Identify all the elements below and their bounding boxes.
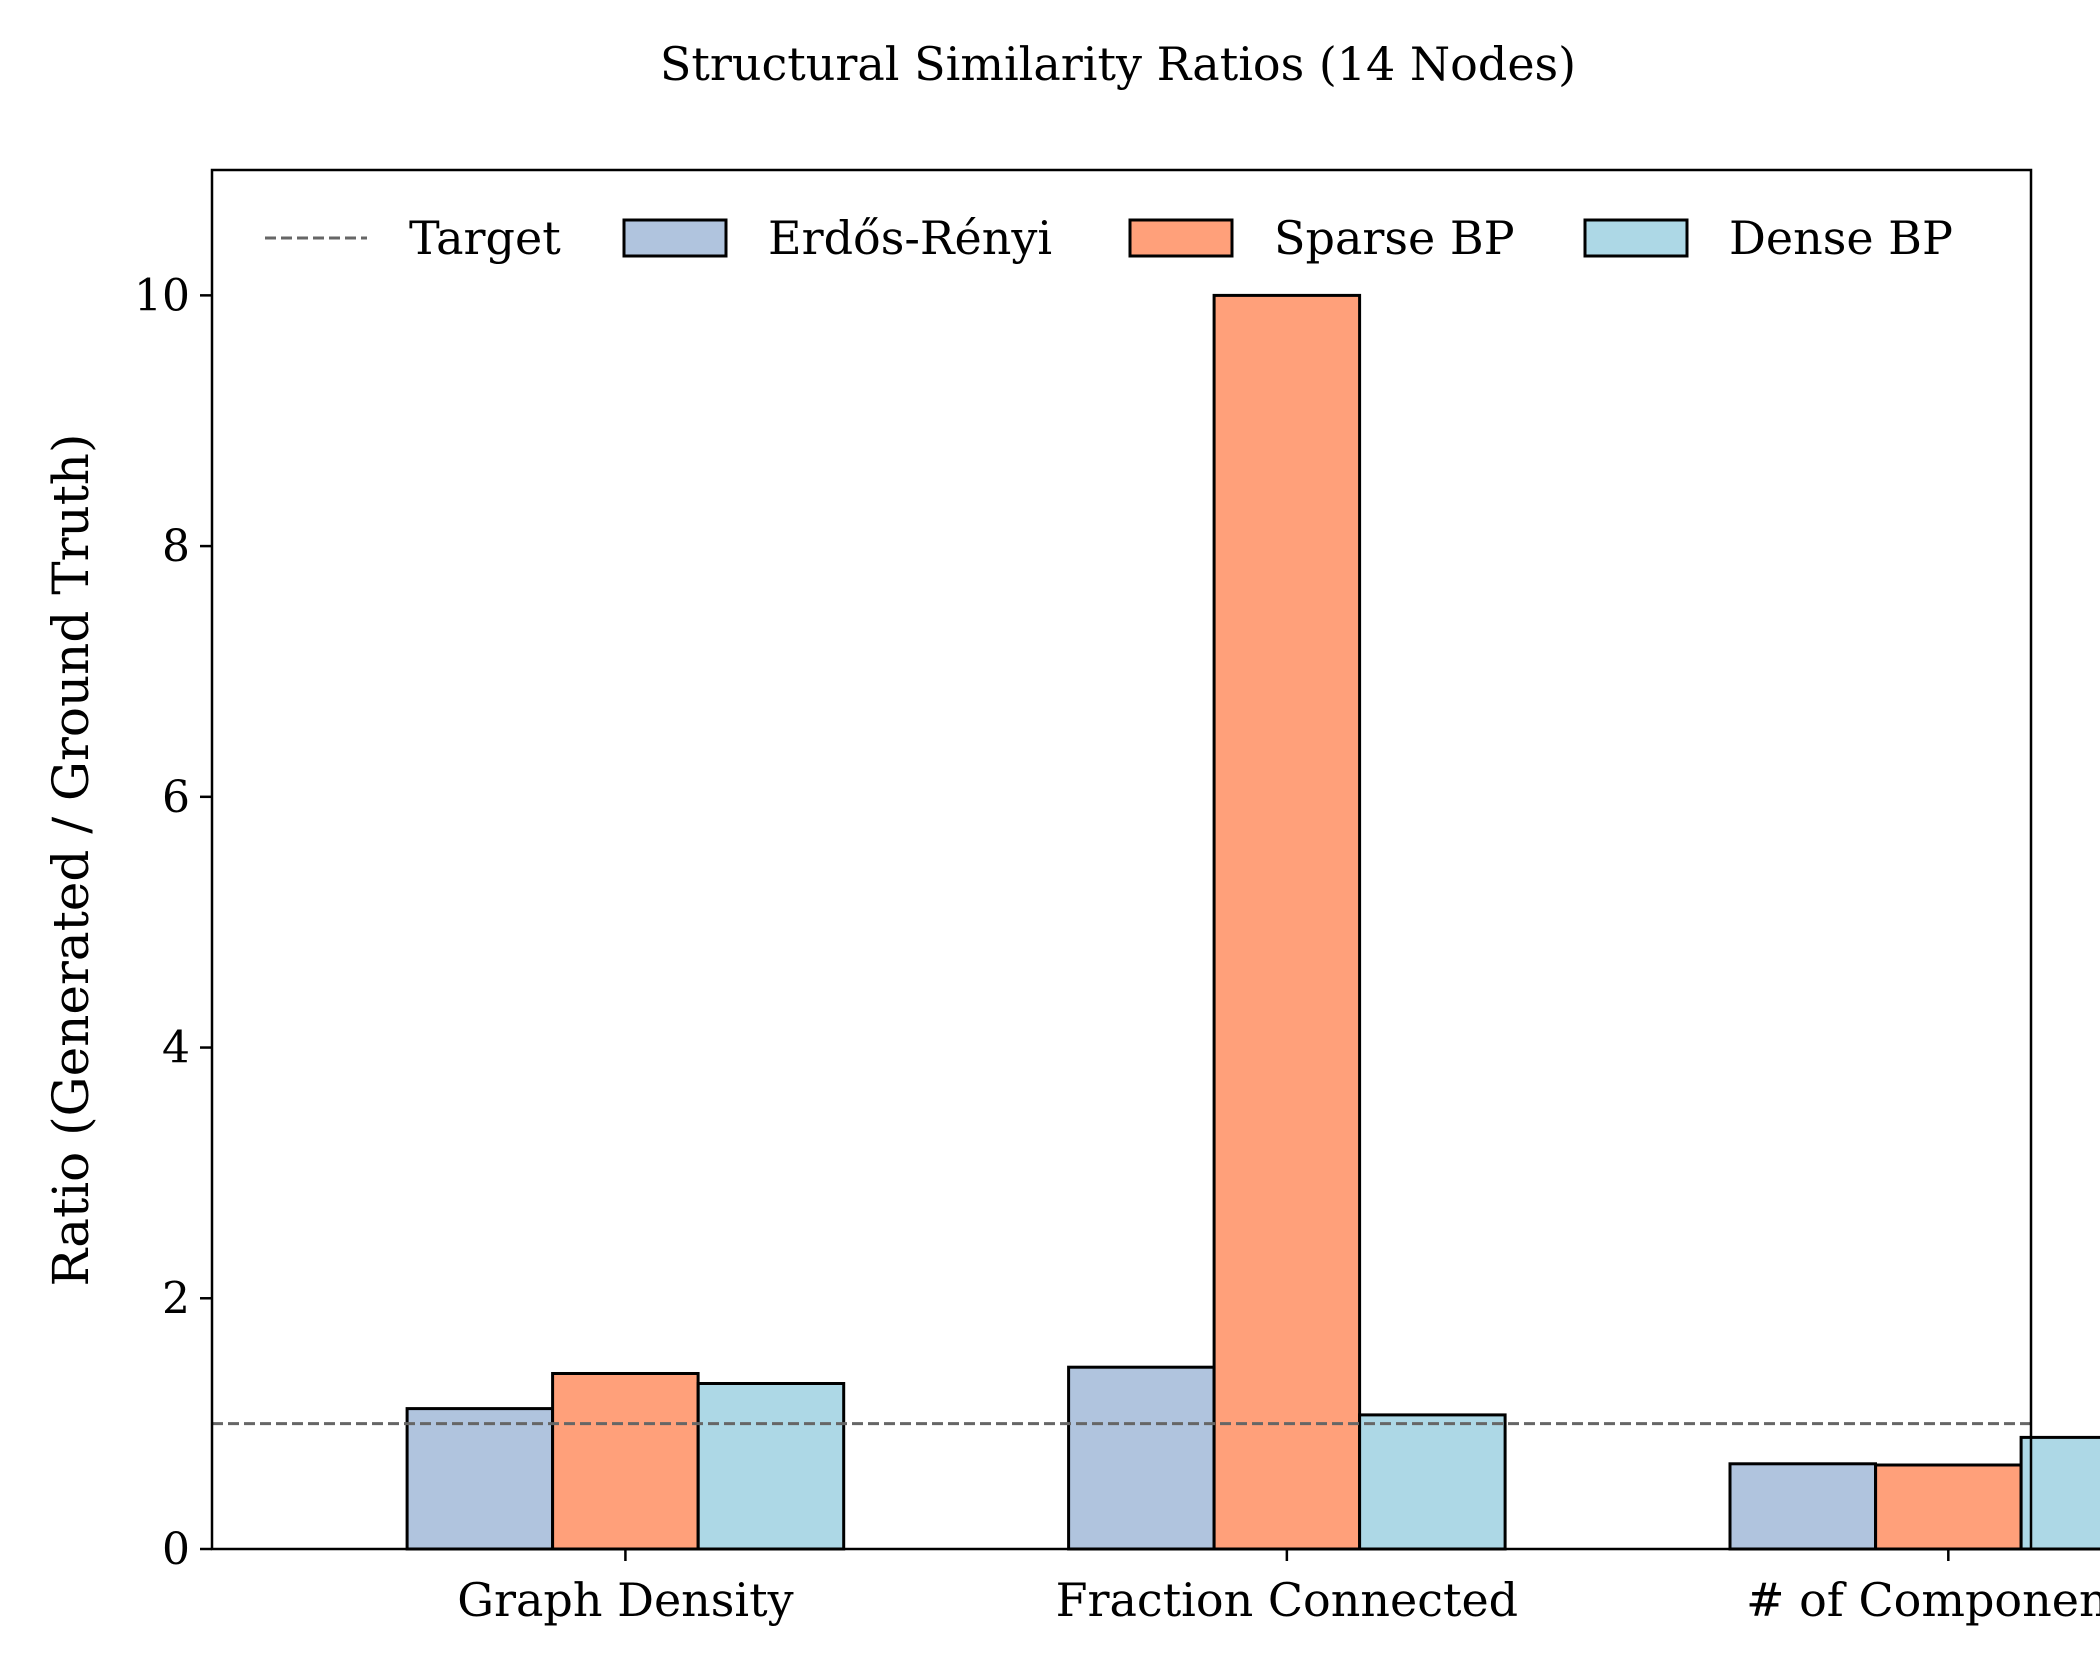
x-tick-label: Graph Density — [457, 1573, 793, 1627]
bar — [696, 1382, 846, 1551]
bar — [2019, 1435, 2100, 1551]
y-tick-label: 4 — [162, 1023, 190, 1074]
x-tick-label: Fraction Connected — [1056, 1573, 1519, 1627]
bar — [405, 1407, 555, 1551]
y-tick-label: 0 — [162, 1524, 190, 1575]
legend-swatch — [622, 218, 728, 258]
bar — [1212, 293, 1362, 1551]
legend-label: Sparse BP — [1274, 211, 1515, 265]
legend-label: Dense BP — [1729, 211, 1953, 265]
legend-swatch — [1583, 218, 1689, 258]
plot-area: 0 2 4 6 8 10 Graph Density Fraction Connected # … — [134, 168, 2100, 1627]
x-tick-label: # of Components — [1746, 1573, 2100, 1627]
bar — [1067, 1365, 1216, 1551]
legend-label: Erdős-Rényi — [768, 211, 1052, 265]
bar — [1728, 1462, 1877, 1551]
y-tick-label: 10 — [134, 270, 190, 321]
bar — [1358, 1413, 1507, 1551]
legend-label: Target — [409, 211, 561, 265]
y-tick-label: 2 — [162, 1273, 190, 1324]
chart-title: Structural Similarity Ratios (14 Nodes) — [660, 37, 1576, 91]
legend-swatch — [1128, 218, 1234, 258]
y-tick-label: 6 — [162, 772, 190, 823]
plot-frame — [210, 168, 2033, 1551]
y-axis-label: Ratio (Generated / Ground Truth) — [42, 433, 100, 1286]
bar — [551, 1372, 700, 1551]
legend: Target Erdős-Rényi Sparse BP Dense BP — [265, 211, 1953, 265]
bar — [1874, 1463, 2023, 1551]
y-tick-label: 8 — [162, 521, 190, 572]
